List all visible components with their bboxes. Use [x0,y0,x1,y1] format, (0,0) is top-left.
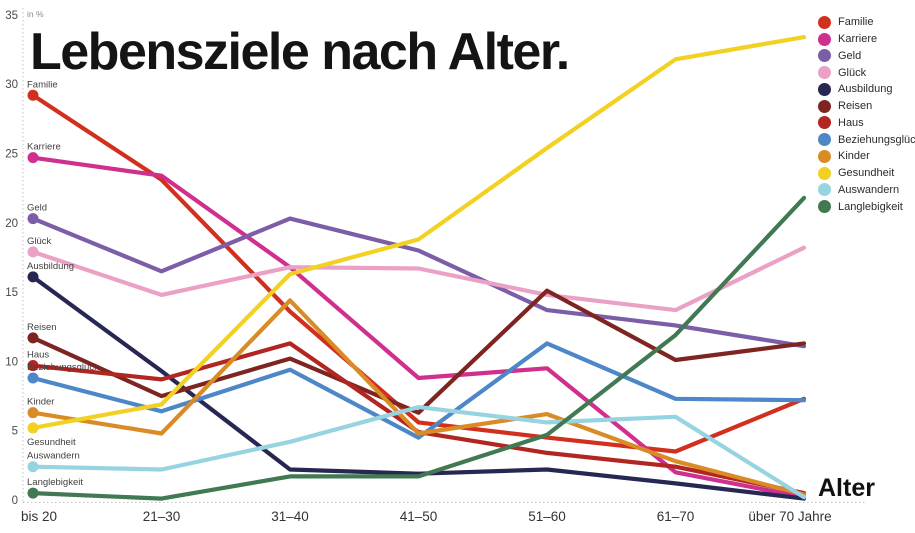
legend-item: Kinder [818,148,915,165]
y-tick-label: 5 [12,426,18,438]
series-start-dot [27,407,39,419]
y-tick-label: 0 [12,495,18,507]
series-start-label: Familie [27,79,58,90]
series-start-label: Geld [27,203,47,214]
legend-swatch-icon [818,32,831,46]
legend-item: Beziehungsglück [818,131,915,148]
legend-swatch-icon [818,66,831,80]
legend-swatch-icon [818,116,831,130]
legend-label: Karriere [838,33,878,46]
series-start-label: Glück [27,236,52,247]
series-start-label: Ausbildung [27,261,74,272]
legend-item: Langlebigkeit [818,198,915,215]
series-start-label: Kinder [27,397,54,408]
series-line-ausbildung [30,274,807,501]
series-line-beziehungsglück [30,341,807,440]
series-start-dot [27,271,39,283]
legend-label: Ausbildung [838,83,893,96]
series-line-gesundheit [30,34,807,430]
x-tick-label: 41–50 [400,509,438,524]
series-start-dot [27,487,39,499]
series-start-dot [27,213,39,225]
series-start-dot [27,152,39,164]
legend-item: Reisen [818,98,915,115]
x-tick-label: 51–60 [528,509,566,524]
series-start-dot [27,372,39,384]
series-start-label: Haus [27,350,49,361]
series-start-label: Reisen [27,322,57,333]
page-title: Lebensziele nach Alter. [30,23,570,81]
legend-item: Familie [818,14,915,31]
legend-item: Karriere [818,31,915,48]
legend-swatch-icon [818,49,831,63]
x-tick-label: bis 20 [21,509,57,524]
legend-item: Auswandern [818,182,915,199]
legend-label: Reisen [838,100,873,113]
legend-label: Glück [838,66,867,79]
series-line-langlebigkeit [30,195,807,501]
series-line-auswandern [30,405,807,500]
legend-label: Haus [838,116,864,129]
series-start-label: Auswandern [27,451,80,462]
series-start-label: Langlebigkeit [27,477,83,488]
series-line-familie [30,93,807,454]
y-tick-label: 10 [5,356,18,368]
series-start-dot [27,246,39,258]
legend-item: Glück [818,64,915,81]
series-line-reisen [30,288,807,415]
series-line-kinder [30,298,807,497]
x-tick-label: über 70 Jahre [748,509,831,524]
series-start-dot [27,89,39,101]
y-tick-label: 15 [5,287,18,299]
series-start-dot [27,360,39,372]
y-tick-label: 35 [5,10,18,22]
series-line-karriere [30,155,807,500]
y-tick-label: 20 [5,218,18,230]
legend-swatch-icon [818,99,831,113]
legend-swatch-icon [818,166,831,180]
series-line-geld [30,216,807,349]
legend-label: Geld [838,49,862,62]
legend-label: Gesundheit [838,167,895,180]
legend-item: Ausbildung [818,81,915,98]
x-tick-label: 21–30 [143,509,181,524]
legend-swatch-icon [818,200,831,214]
series-start-label: Karriere [27,142,61,153]
series-start-dot [27,422,39,434]
y-tick-label: 25 [5,149,18,161]
legend-label: Kinder [838,150,870,163]
legend-swatch-icon [818,149,831,163]
legend-label: Beziehungsglück [838,133,915,146]
legend-label: Auswandern [838,183,900,196]
y-axis-unit-label: in % [27,9,44,19]
x-axis-title: Alter [818,474,875,502]
series-start-dot [27,461,39,473]
legend-label: Langlebigkeit [838,200,903,213]
legend-swatch-icon [818,15,831,29]
x-tick-label: 31–40 [271,509,309,524]
legend-swatch-icon [818,183,831,197]
legend-item: Haus [818,115,915,132]
x-tick-label: 61–70 [657,509,695,524]
series-start-dot [27,332,39,344]
legend-label: Familie [838,16,874,29]
legend-item: Gesundheit [818,165,915,182]
series-line-glück [30,245,807,313]
series-start-label: Beziehungsglück [27,362,99,373]
y-tick-label: 30 [5,79,18,91]
legend-item: Geld [818,48,915,65]
legend-swatch-icon [818,133,831,147]
series-start-label: Gesundheit [27,437,76,448]
legend-swatch-icon [818,82,831,96]
legend: Familie Karriere Geld Glück Ausbildung Reisen… [818,14,915,215]
